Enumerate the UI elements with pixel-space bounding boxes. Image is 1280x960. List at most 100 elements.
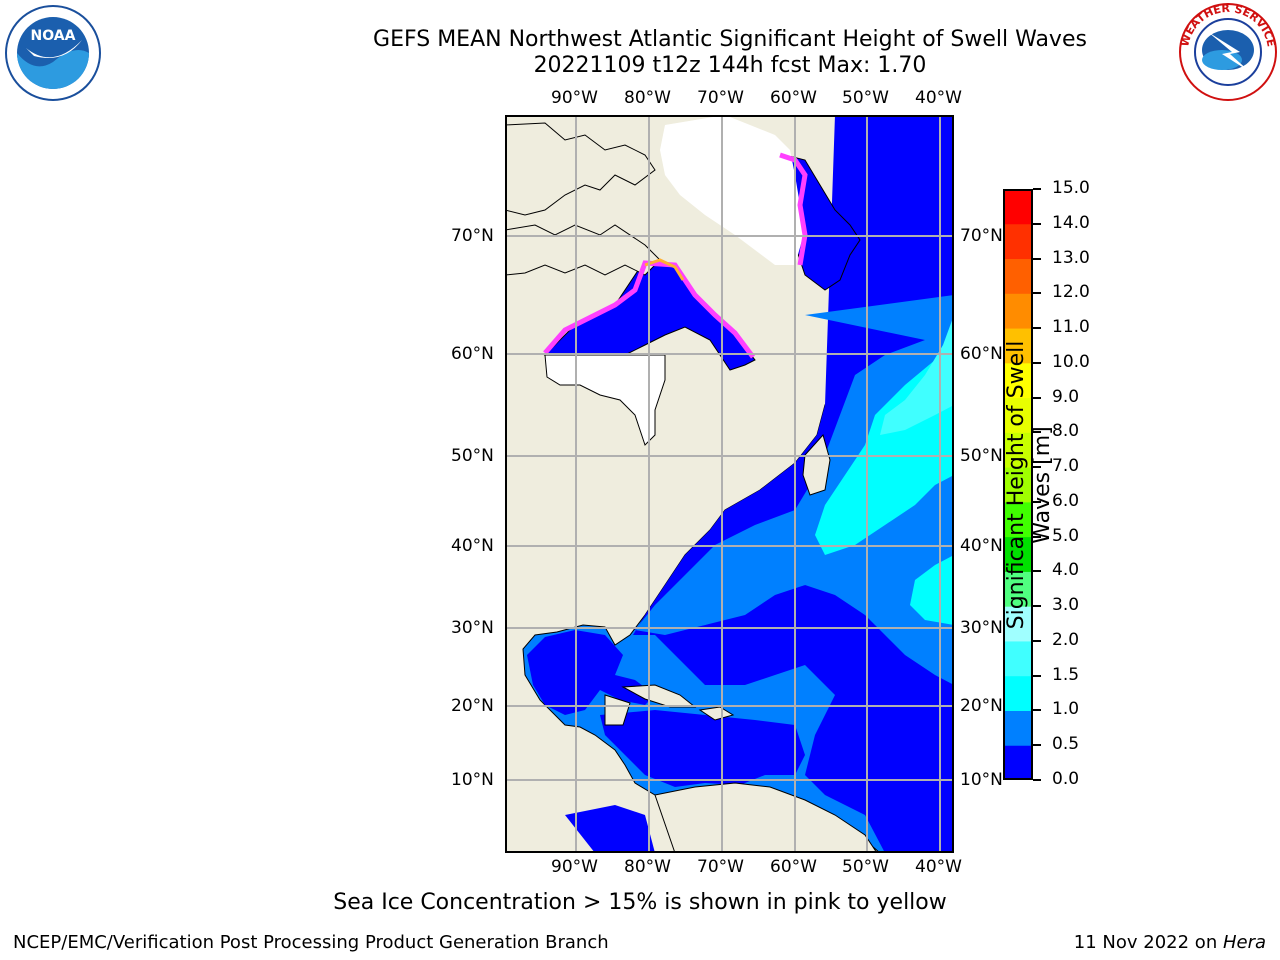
colorbar-segment — [1003, 710, 1033, 746]
atlantic-swell-1p5-2 — [880, 315, 954, 435]
colorbar-tick-mark — [1033, 779, 1041, 781]
colorbar-tick-mark — [1033, 500, 1041, 503]
lat-label-left-70n: 70°N — [451, 226, 494, 246]
colorbar-segment — [1003, 675, 1033, 711]
colorbar-tick-mark — [1033, 292, 1041, 295]
colorbar-segment — [1003, 640, 1033, 677]
colorbar-segment — [1003, 223, 1033, 260]
lat-label-left-10n: 10°N — [451, 770, 494, 790]
colorbar-segment — [1003, 397, 1033, 433]
colorbar-segment — [1003, 606, 1033, 642]
lon-label-top-80w: 80°W — [624, 88, 671, 108]
colorbar-label: Significant Height of Swell Waves [m] — [1004, 335, 1056, 635]
arctic-islands — [505, 122, 656, 216]
colorbar-tick-label: 0.0 — [1052, 769, 1080, 789]
colorbar-segment — [1003, 745, 1033, 781]
yucatan — [604, 694, 631, 726]
lat-label-left-40n: 40°N — [451, 536, 494, 556]
colorbar-segment — [1003, 536, 1033, 572]
colorbar-tick-label: 14.0 — [1052, 212, 1090, 233]
colorbar-tick-mark — [1033, 222, 1041, 225]
colorbar-tick-mark — [1033, 361, 1041, 364]
colorbar-segment — [1003, 328, 1033, 364]
pacific-low-swell — [565, 805, 655, 853]
colorbar-tick-label: 2.0 — [1052, 629, 1080, 650]
lon-label-top-50w: 50°W — [842, 88, 889, 108]
colorbar-tick-label: 7.0 — [1052, 456, 1080, 477]
sea-ice-fringe-pink — [779, 152, 808, 266]
footer-date: 11 Nov 2022 on Hera — [1074, 932, 1266, 953]
colorbar-tick-mark — [1033, 327, 1041, 330]
colorbar-tick-label: 5.0 — [1052, 525, 1080, 546]
lat-label-right-20n: 20°N — [960, 696, 1003, 716]
lat-label-right-70n: 70°N — [960, 226, 1003, 246]
lat-label-left-30n: 30°N — [451, 618, 494, 638]
lon-label-bottom-40w: 40°W — [915, 857, 962, 877]
colorbar-segment — [1003, 467, 1033, 503]
lon-label-top-90w: 90°W — [551, 88, 598, 108]
colorbar-tick-label: 11.0 — [1052, 317, 1090, 338]
colorbar-tick-label: 9.0 — [1052, 386, 1080, 407]
chart-subtitle: 20221109 t12z 144h fcst Max: 1.70 — [533, 53, 927, 78]
graticule — [505, 115, 954, 853]
lon-label-bottom-50w: 50°W — [842, 857, 889, 877]
colorbar-tick-label: 15.0 — [1052, 178, 1090, 198]
colorbar-tick-label: 10.0 — [1052, 351, 1090, 372]
colorbar-tick-label: 1.5 — [1052, 664, 1080, 685]
lat-label-left-60n: 60°N — [451, 344, 494, 364]
colorbar-tick-mark — [1033, 431, 1041, 434]
colorbar-tick-mark — [1033, 709, 1041, 712]
swell-height-map — [505, 115, 954, 853]
footer-organization: NCEP/EMC/Verification Post Processing Pr… — [13, 932, 609, 953]
colorbar-segment — [1003, 258, 1033, 294]
lat-label-right-50n: 50°N — [960, 446, 1003, 466]
colorbar-segment — [1003, 293, 1033, 329]
colorbar-label-line1: Significant Height of Swell — [1004, 340, 1029, 630]
colorbar-tick-mark — [1033, 744, 1041, 747]
colorbar-tick-label: 3.0 — [1052, 595, 1080, 616]
colorbar-tick-mark — [1033, 639, 1041, 642]
colorbar-tick-label: 6.0 — [1052, 490, 1080, 511]
lat-label-right-40n: 40°N — [960, 536, 1003, 556]
colorbar-tick-label: 8.0 — [1052, 421, 1080, 442]
colorbar-tick-mark — [1033, 535, 1041, 538]
hispaniola — [698, 706, 735, 721]
lon-label-bottom-80w: 80°W — [624, 857, 671, 877]
colorbar-tick-mark — [1033, 570, 1041, 573]
lat-label-right-10n: 10°N — [960, 770, 1003, 790]
colorbar-tick-mark — [1033, 674, 1041, 677]
newfoundland — [802, 433, 831, 496]
lat-label-left-20n: 20°N — [451, 696, 494, 716]
colorbar-tick-mark — [1033, 396, 1041, 399]
map-frame — [505, 115, 954, 853]
colorbar-tick-mark — [1033, 188, 1041, 190]
colorbar-tick-label: 0.5 — [1052, 734, 1080, 755]
south-america — [654, 782, 878, 853]
sea-ice-fringe-orange — [644, 258, 685, 281]
map-svg — [505, 115, 954, 853]
atlantic-coastal-low — [633, 115, 954, 853]
arctic-ice-white — [660, 115, 805, 265]
footer-date-text: 11 Nov 2022 on — [1073, 932, 1223, 953]
footer-host: Hera — [1222, 932, 1266, 953]
colorbar-tick-label: 1.0 — [1052, 699, 1080, 720]
lat-label-left-50n: 50°N — [451, 446, 494, 466]
colorbar-label-line2: Waves [m] — [1030, 426, 1055, 544]
colorbar-tick-label: 13.0 — [1052, 247, 1090, 268]
lon-label-top-70w: 70°W — [697, 88, 744, 108]
noaa-logo: NOAA — [4, 4, 102, 102]
atlantic-swell-1-1p5-east — [910, 555, 954, 625]
chart-title: GEFS MEAN Northwest Atlantic Significant… — [373, 27, 1087, 52]
colorbar-tick-mark — [1033, 257, 1041, 260]
lon-label-top-40w: 40°W — [915, 88, 962, 108]
noaa-wordmark: NOAA — [31, 28, 76, 44]
lon-label-bottom-90w: 90°W — [551, 857, 598, 877]
lon-label-top-60w: 60°W — [770, 88, 817, 108]
caribbean-sea — [600, 710, 805, 787]
colorbar-segment — [1003, 571, 1033, 607]
colorbar-tick-mark — [1033, 466, 1041, 469]
lat-label-right-60n: 60°N — [960, 344, 1003, 364]
colorbar — [1003, 189, 1033, 781]
colorbar-segment — [1003, 362, 1033, 399]
colorbar-segment — [1003, 189, 1033, 225]
